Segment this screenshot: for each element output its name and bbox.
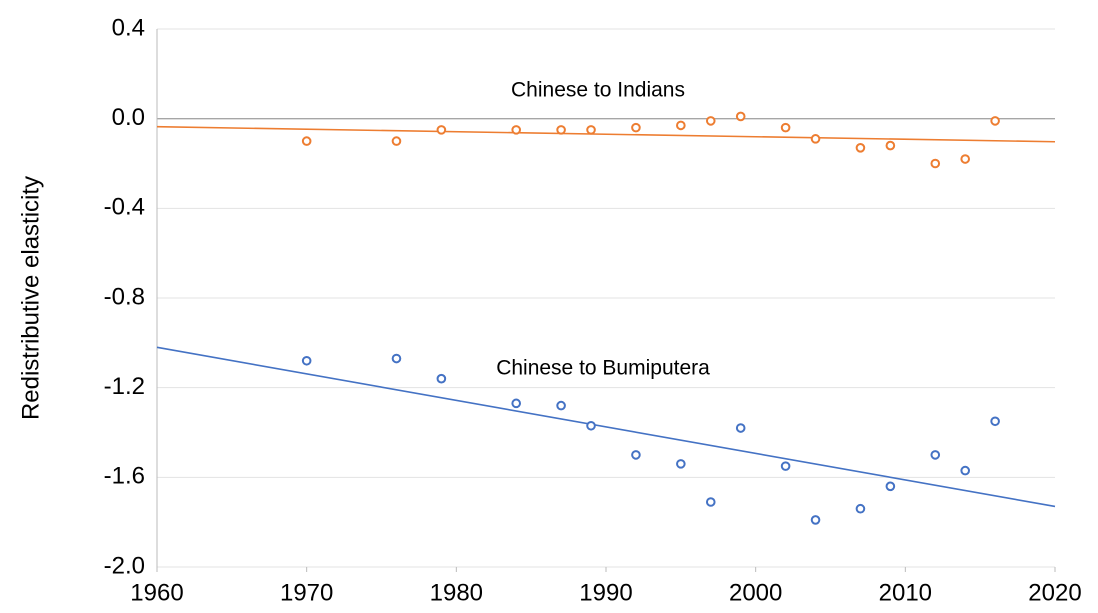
point [735,111,746,122]
y-tick-label: -1.2 [104,373,145,400]
y-tick-label: 0.0 [112,104,145,131]
x-tick-label: 2020 [1028,579,1081,606]
x-tick-label: 2000 [729,579,782,606]
point [511,398,522,409]
point [586,125,596,135]
point [705,116,716,126]
point [391,136,402,146]
y-axis-title: Redistributive elasticity [17,176,44,420]
point [436,373,447,384]
y-tick-label: 0.4 [112,14,145,41]
point [930,450,941,460]
point [511,125,522,135]
point [885,481,896,492]
point [735,423,746,433]
point [586,420,596,431]
trend-line [156,125,1056,143]
point [810,515,821,525]
point [301,355,312,366]
point [705,497,716,507]
point [990,416,1000,427]
x-tick-label: 1990 [579,579,632,606]
point [930,158,941,169]
point [676,120,686,131]
trend-line [156,346,1056,508]
x-tick-label: 2010 [879,579,932,606]
point [780,122,791,133]
x-tick-label: 1970 [280,579,333,606]
point [631,122,641,133]
point [436,125,447,135]
y-tick-label: -0.4 [104,194,145,221]
point [676,459,686,469]
point [855,143,866,153]
point [780,461,791,471]
point [810,134,821,144]
point [391,353,402,364]
point [960,154,971,164]
point [556,400,566,411]
point [990,116,1000,126]
point [960,465,971,476]
point [631,450,641,460]
x-tick-label: 1980 [430,579,483,606]
point [885,140,896,151]
y-tick-label: -2.0 [104,552,145,579]
annotation: Chinese to Bumiputera [496,357,710,380]
x-tick-label: 1960 [130,579,183,606]
y-tick-label: -1.6 [104,463,145,490]
y-tick-label: -0.8 [104,283,145,310]
point [556,125,566,135]
point [855,503,866,514]
point [301,136,312,146]
annotation: Chinese to Indians [511,79,685,102]
